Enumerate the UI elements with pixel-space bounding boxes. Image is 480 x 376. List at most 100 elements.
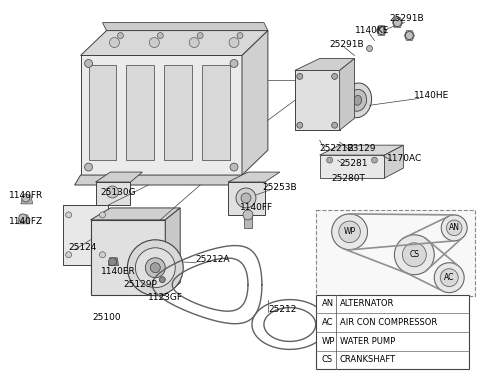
Circle shape — [446, 220, 462, 236]
Text: 25253B: 25253B — [262, 183, 297, 193]
Ellipse shape — [89, 61, 117, 70]
Text: AC: AC — [322, 318, 333, 327]
Polygon shape — [340, 59, 355, 130]
Circle shape — [19, 214, 27, 222]
Polygon shape — [295, 59, 355, 70]
Circle shape — [135, 248, 175, 288]
Text: 1140FZ: 1140FZ — [9, 217, 43, 226]
Circle shape — [237, 33, 243, 39]
Polygon shape — [81, 56, 242, 175]
Polygon shape — [404, 30, 414, 41]
Text: 25221B: 25221B — [320, 144, 354, 153]
Polygon shape — [103, 23, 268, 30]
Text: 25100: 25100 — [93, 313, 121, 322]
Ellipse shape — [89, 155, 117, 165]
Ellipse shape — [344, 83, 372, 118]
Polygon shape — [96, 182, 131, 205]
Text: 25291B: 25291B — [330, 40, 364, 49]
Circle shape — [118, 33, 123, 39]
Polygon shape — [21, 195, 33, 204]
Polygon shape — [244, 215, 252, 228]
Circle shape — [149, 38, 159, 47]
Text: 25212A: 25212A — [195, 255, 229, 264]
Ellipse shape — [164, 61, 192, 70]
Circle shape — [327, 157, 333, 163]
Circle shape — [243, 210, 253, 220]
Circle shape — [22, 194, 30, 202]
Polygon shape — [74, 175, 248, 185]
Circle shape — [236, 188, 256, 208]
Text: WP: WP — [344, 227, 356, 237]
Polygon shape — [91, 208, 180, 220]
Circle shape — [372, 157, 377, 163]
FancyBboxPatch shape — [316, 210, 475, 296]
Ellipse shape — [164, 155, 192, 165]
Text: 1140FR: 1140FR — [9, 191, 43, 200]
Polygon shape — [320, 155, 384, 178]
Circle shape — [107, 186, 119, 198]
Text: 25124: 25124 — [69, 243, 97, 252]
FancyBboxPatch shape — [316, 295, 469, 369]
Circle shape — [297, 73, 303, 79]
Text: 1123GF: 1123GF — [148, 293, 183, 302]
Circle shape — [66, 212, 72, 218]
Circle shape — [66, 252, 72, 258]
Circle shape — [84, 59, 93, 67]
Text: AC: AC — [444, 273, 455, 282]
Text: 1140HE: 1140HE — [414, 91, 450, 100]
Polygon shape — [89, 65, 117, 160]
Circle shape — [99, 212, 106, 218]
Circle shape — [377, 27, 385, 35]
Circle shape — [157, 33, 163, 39]
Circle shape — [332, 122, 337, 128]
Text: AIR CON COMPRESSOR: AIR CON COMPRESSOR — [340, 318, 437, 327]
Circle shape — [150, 263, 160, 273]
Circle shape — [395, 235, 434, 275]
Polygon shape — [228, 182, 265, 215]
Polygon shape — [18, 215, 30, 224]
Polygon shape — [393, 18, 402, 27]
Circle shape — [230, 59, 238, 67]
Ellipse shape — [126, 155, 154, 165]
Circle shape — [434, 263, 464, 293]
Text: AN: AN — [449, 223, 460, 232]
Polygon shape — [164, 65, 192, 160]
Circle shape — [109, 38, 120, 47]
Text: 25281: 25281 — [340, 159, 368, 168]
Text: WATER PUMP: WATER PUMP — [340, 337, 395, 346]
Ellipse shape — [354, 96, 361, 105]
Circle shape — [440, 269, 458, 287]
Polygon shape — [228, 172, 280, 182]
Circle shape — [230, 163, 238, 171]
Circle shape — [332, 73, 337, 79]
Polygon shape — [81, 30, 268, 56]
Text: 1170AC: 1170AC — [386, 154, 422, 162]
Circle shape — [127, 240, 183, 296]
Text: WP: WP — [322, 337, 335, 346]
Polygon shape — [202, 65, 230, 160]
Circle shape — [197, 33, 203, 39]
Text: AN: AN — [322, 299, 334, 308]
Circle shape — [241, 193, 251, 203]
Circle shape — [406, 32, 413, 39]
Polygon shape — [126, 65, 154, 160]
Circle shape — [229, 38, 239, 47]
Circle shape — [339, 221, 360, 243]
Circle shape — [189, 38, 199, 47]
Circle shape — [332, 214, 368, 250]
Circle shape — [367, 45, 372, 52]
Circle shape — [108, 258, 117, 266]
Text: 23129: 23129 — [348, 144, 376, 153]
Text: CS: CS — [409, 250, 420, 259]
Text: CS: CS — [322, 355, 333, 364]
Ellipse shape — [202, 61, 230, 70]
Text: 25291B: 25291B — [389, 14, 424, 23]
Ellipse shape — [126, 61, 154, 70]
Polygon shape — [63, 205, 108, 265]
Text: 1140KE: 1140KE — [355, 26, 389, 35]
Circle shape — [441, 215, 467, 241]
Polygon shape — [91, 220, 165, 295]
Circle shape — [402, 243, 426, 267]
Circle shape — [99, 252, 106, 258]
Polygon shape — [384, 145, 403, 178]
